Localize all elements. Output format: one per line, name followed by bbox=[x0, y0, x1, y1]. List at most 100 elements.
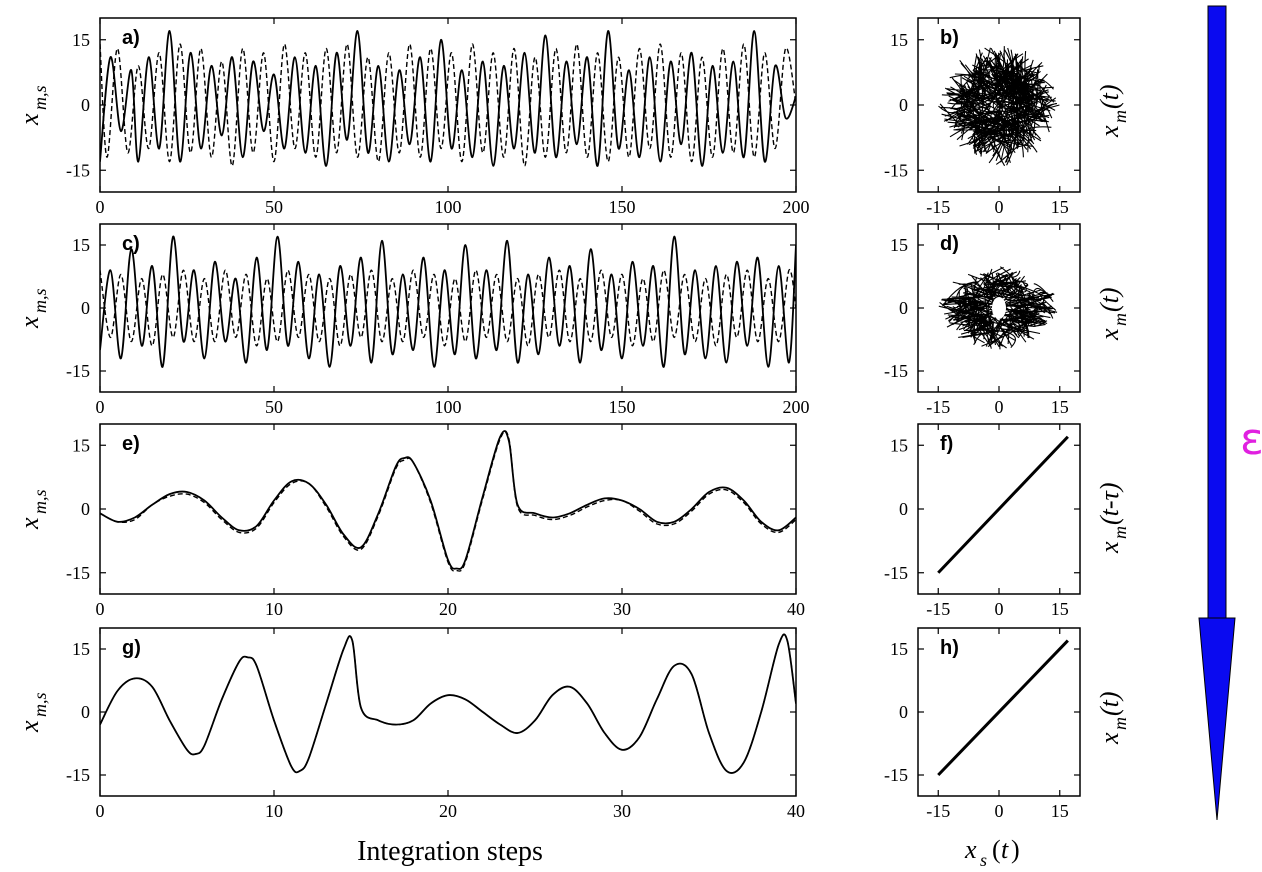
y-tick-label: -15 bbox=[884, 563, 908, 583]
y-tick-label: 0 bbox=[81, 499, 90, 519]
y-axis-label-main: x bbox=[1095, 125, 1124, 138]
y-axis-label: x m,s bbox=[15, 288, 50, 329]
panel-label-g: g) bbox=[122, 637, 141, 659]
series-line-dashed bbox=[100, 633, 796, 774]
y-axis-label-main: x bbox=[15, 720, 44, 733]
panel-b: -15 0 15 -15 0 15 b) xm(t) bbox=[884, 17, 1130, 217]
plot-area-d bbox=[938, 266, 1058, 350]
y-axis-label-main: x bbox=[15, 517, 44, 530]
y-axis-label-main: x bbox=[1095, 732, 1124, 745]
svg-text:(: ( bbox=[992, 835, 1001, 864]
x-tick-label: 100 bbox=[435, 197, 462, 217]
panel-label-b: b) bbox=[940, 27, 959, 49]
x-tick-label: 40 bbox=[787, 599, 805, 619]
y-axis-label-sub: m,s bbox=[30, 489, 50, 514]
y-axis-label-main: x bbox=[1095, 328, 1124, 341]
y-tick-label: 0 bbox=[81, 298, 90, 318]
x-tick-label: 20 bbox=[439, 801, 457, 821]
y-axis-label: xm(t) bbox=[1095, 84, 1130, 138]
x-tick-label: 30 bbox=[613, 599, 631, 619]
y-axis-label-sub: m bbox=[1110, 526, 1130, 539]
svg-text:s: s bbox=[980, 850, 987, 870]
x-tick-label: 15 bbox=[1051, 397, 1069, 417]
x-tick-label: 150 bbox=[609, 397, 636, 417]
x-tick-label: -15 bbox=[926, 197, 950, 217]
series-line-dashed bbox=[100, 269, 796, 347]
y-axis-label-arg: (t) bbox=[1095, 691, 1124, 716]
panel-a: 0 50 100 150 200 -15 0 15 a) x m,s bbox=[15, 17, 810, 217]
x-tick-label: 30 bbox=[613, 801, 631, 821]
y-axis-label: x m,s bbox=[15, 692, 50, 733]
x-tick-label: 40 bbox=[787, 801, 805, 821]
y-tick-label: -15 bbox=[884, 160, 908, 180]
x-tick-label: 150 bbox=[609, 197, 636, 217]
panel-label-a: a) bbox=[122, 27, 140, 49]
x-tick-label: 0 bbox=[96, 599, 105, 619]
y-tick-label: -15 bbox=[884, 361, 908, 381]
x-tick-label: 20 bbox=[439, 599, 457, 619]
y-axis-label-arg: (t) bbox=[1095, 287, 1124, 312]
y-axis-label-main: x bbox=[15, 113, 44, 126]
x-tick-label: 15 bbox=[1051, 197, 1069, 217]
series-line-solid bbox=[100, 430, 796, 570]
panel-f: -15 0 15 -15 0 15 f) xm(t-τ) bbox=[884, 423, 1130, 619]
panel-g: 0 10 20 30 40 -15 0 15 g) x m,s bbox=[15, 627, 805, 821]
arrow-shaft bbox=[1207, 5, 1227, 619]
y-tick-label: 15 bbox=[890, 435, 908, 455]
x-tick-label: 15 bbox=[1051, 599, 1069, 619]
y-tick-label: 15 bbox=[890, 235, 908, 255]
y-tick-label: -15 bbox=[66, 563, 90, 583]
x-tick-label: 0 bbox=[995, 801, 1004, 821]
x-tick-label: -15 bbox=[926, 397, 950, 417]
plot-area-c bbox=[100, 235, 796, 368]
x-axis-title: Integration steps bbox=[357, 836, 543, 867]
y-tick-label: 15 bbox=[890, 639, 908, 659]
x-tick-label: 0 bbox=[96, 197, 105, 217]
x-tick-label: 0 bbox=[995, 599, 1004, 619]
x-tick-label: 50 bbox=[265, 197, 283, 217]
y-tick-label: -15 bbox=[884, 765, 908, 785]
y-tick-label: 0 bbox=[899, 95, 908, 115]
sync-line bbox=[937, 435, 1069, 574]
x-tick-label: 10 bbox=[265, 599, 283, 619]
y-tick-label: 15 bbox=[72, 235, 90, 255]
svg-text:t: t bbox=[1001, 835, 1009, 864]
x-tick-label: 200 bbox=[783, 397, 810, 417]
y-axis-label-sub: m bbox=[1110, 313, 1130, 326]
series-line-solid bbox=[100, 235, 796, 368]
attractor-hole bbox=[992, 297, 1006, 319]
panel-label-h: h) bbox=[940, 637, 959, 659]
y-tick-label: -15 bbox=[66, 160, 90, 180]
plot-area-e bbox=[100, 430, 796, 572]
plot-frame-c bbox=[99, 223, 797, 393]
x-tick-label: 0 bbox=[995, 397, 1004, 417]
panel-label-c: c) bbox=[122, 233, 140, 255]
y-axis-label-sub: m bbox=[1110, 110, 1130, 123]
y-tick-label: 0 bbox=[81, 95, 90, 115]
plot-area-b bbox=[938, 46, 1060, 167]
series-line-solid bbox=[100, 633, 796, 774]
x-tick-label: -15 bbox=[926, 599, 950, 619]
series-line-solid bbox=[100, 30, 796, 167]
y-axis-label-main: x bbox=[15, 316, 44, 329]
series-line-dashed bbox=[100, 43, 796, 167]
plot-area-h bbox=[937, 639, 1069, 777]
y-tick-label: 15 bbox=[72, 435, 90, 455]
x-tick-label: 50 bbox=[265, 397, 283, 417]
x-tick-label: 0 bbox=[96, 801, 105, 821]
y-tick-label: 0 bbox=[899, 499, 908, 519]
y-tick-label: -15 bbox=[66, 765, 90, 785]
svg-text:x: x bbox=[964, 835, 977, 864]
y-tick-label: 0 bbox=[899, 298, 908, 318]
y-tick-label: 15 bbox=[890, 30, 908, 50]
epsilon-arrow bbox=[1198, 5, 1236, 821]
plot-frame-g bbox=[99, 627, 797, 797]
y-tick-label: 15 bbox=[72, 639, 90, 659]
y-axis-label: xm(t) bbox=[1095, 287, 1130, 341]
panel-label-d: d) bbox=[940, 233, 959, 255]
x-tick-label: 100 bbox=[435, 397, 462, 417]
panel-h: -15 0 15 -15 0 15 h) xm(t) bbox=[884, 627, 1130, 821]
panel-label-e: e) bbox=[122, 433, 140, 455]
